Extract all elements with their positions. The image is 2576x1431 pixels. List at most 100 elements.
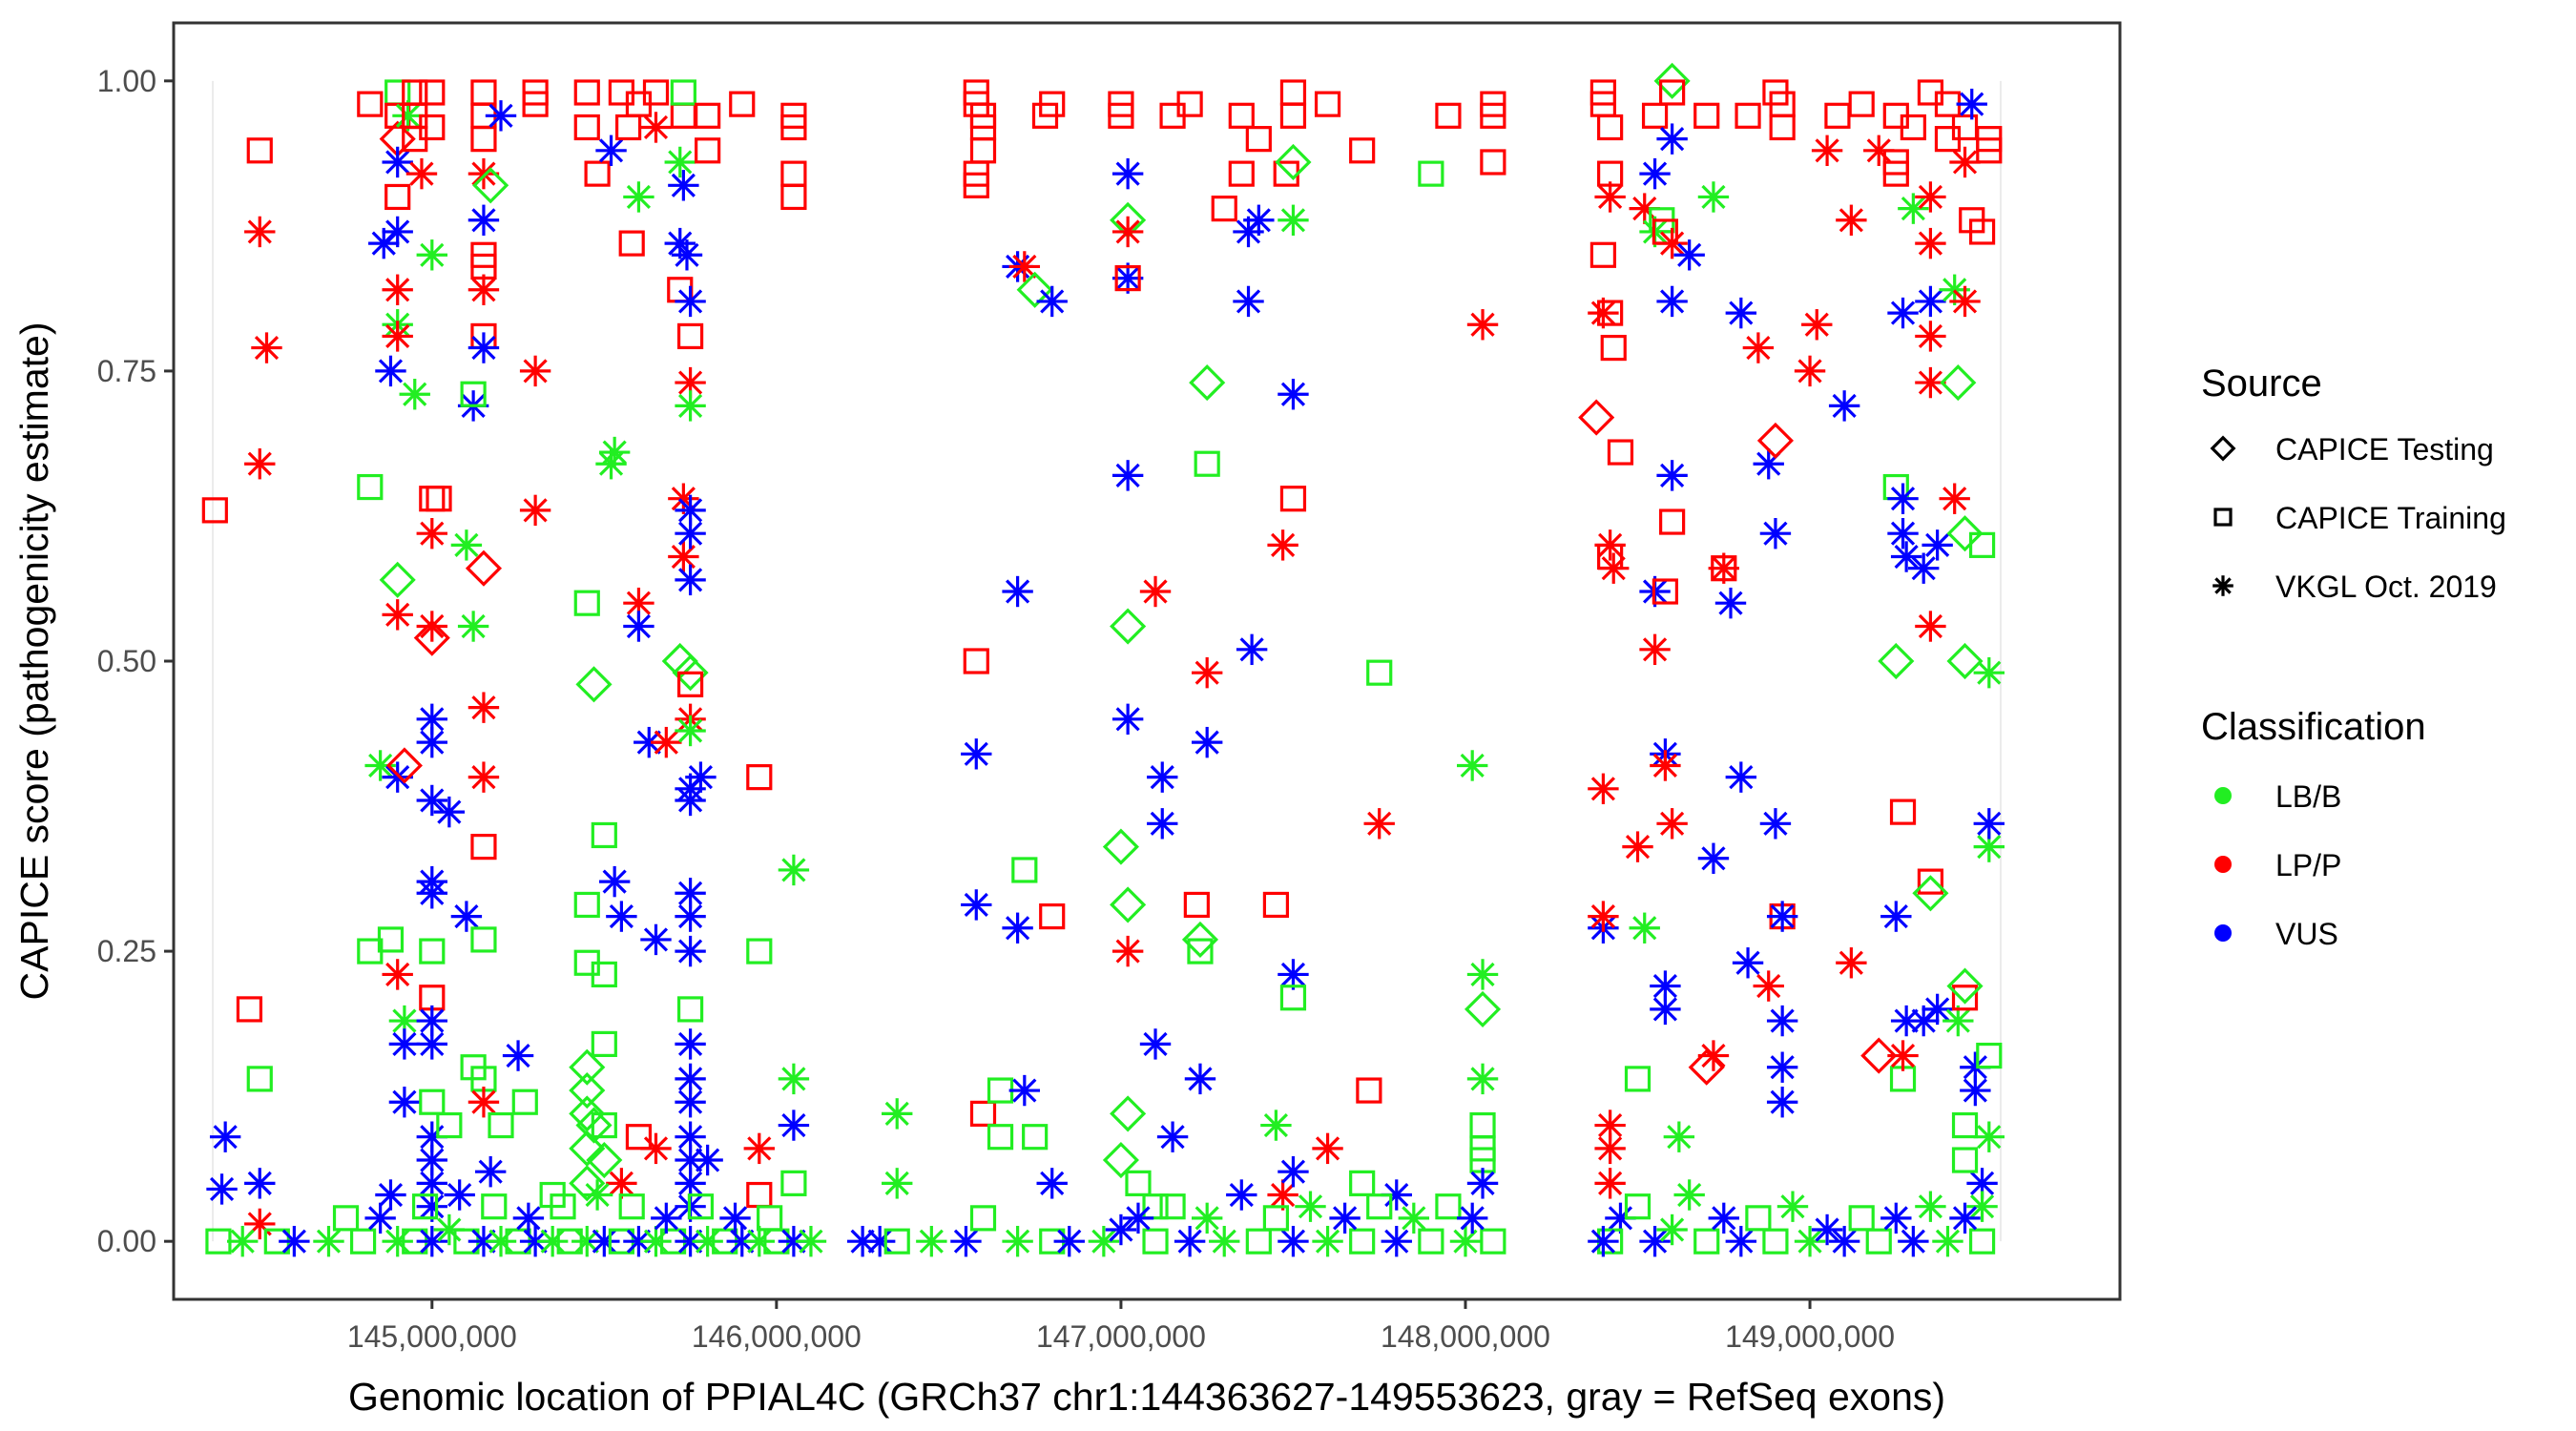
data-point bbox=[846, 1225, 879, 1257]
data-point bbox=[467, 332, 500, 363]
data-point bbox=[1418, 1228, 1444, 1255]
data-point bbox=[1262, 1205, 1289, 1232]
data-point bbox=[685, 761, 717, 793]
data-point bbox=[1639, 1225, 1671, 1257]
data-point bbox=[379, 561, 416, 598]
data-point bbox=[1766, 1087, 1798, 1118]
data-point bbox=[676, 671, 704, 697]
data-point bbox=[1714, 587, 1747, 619]
data-point bbox=[382, 146, 413, 178]
y-tick-label: 0.25 bbox=[97, 934, 156, 968]
data-point bbox=[675, 1087, 706, 1118]
data-point bbox=[1759, 518, 1792, 550]
data-point bbox=[1008, 251, 1041, 282]
data-point bbox=[1466, 1063, 1499, 1095]
data-point bbox=[1111, 703, 1144, 736]
data-point bbox=[623, 181, 654, 213]
data-point bbox=[470, 126, 497, 153]
data-point bbox=[1624, 1066, 1652, 1092]
data-point bbox=[1766, 901, 1798, 932]
data-point bbox=[465, 550, 503, 587]
x-tick-label: 149,000,000 bbox=[1725, 1319, 1895, 1354]
data-point bbox=[206, 1173, 238, 1205]
data-point bbox=[472, 167, 509, 204]
data-point bbox=[1697, 842, 1730, 874]
data-point bbox=[598, 865, 631, 898]
data-point bbox=[1053, 1225, 1085, 1257]
data-point bbox=[1968, 218, 1996, 245]
data-point bbox=[695, 137, 721, 164]
data-point bbox=[419, 1089, 446, 1115]
x-axis: 145,000,000 146,000,000 147,000,000 148,000… bbox=[347, 1299, 1895, 1354]
data-point bbox=[719, 1202, 751, 1234]
data-point bbox=[244, 448, 276, 480]
data-point bbox=[969, 1205, 997, 1232]
data-point bbox=[1794, 1225, 1826, 1257]
data-point bbox=[511, 1089, 538, 1115]
data-point bbox=[573, 891, 600, 919]
data-point bbox=[450, 901, 483, 932]
data-point bbox=[882, 1168, 913, 1199]
data-point bbox=[1653, 62, 1691, 99]
data-point bbox=[1639, 157, 1671, 190]
data-point bbox=[1915, 321, 1946, 352]
data-point bbox=[1114, 265, 1141, 292]
data-point bbox=[382, 959, 413, 990]
legend-key-asterisk-icon bbox=[2212, 575, 2233, 596]
legend-key-dot-icon bbox=[2214, 856, 2232, 873]
data-point bbox=[470, 926, 497, 953]
data-point bbox=[1111, 460, 1144, 491]
data-point bbox=[1228, 160, 1255, 187]
data-point bbox=[1973, 831, 2005, 862]
data-point bbox=[1976, 1042, 2003, 1069]
data-point bbox=[1031, 102, 1059, 129]
data-point bbox=[1398, 1202, 1430, 1234]
legend: Source CAPICE Testing CAPICE Training VKGL … bbox=[2201, 363, 2506, 951]
data-point bbox=[1973, 656, 2005, 689]
data-point bbox=[1102, 1141, 1139, 1179]
data-point bbox=[433, 796, 466, 828]
data-point bbox=[1942, 1005, 1974, 1037]
legend-title-source: Source bbox=[2201, 363, 2322, 404]
data-point bbox=[1457, 750, 1488, 781]
data-point bbox=[1278, 1225, 1309, 1257]
x-tick-label: 145,000,000 bbox=[347, 1319, 517, 1354]
legend-title-classification: Classification bbox=[2201, 706, 2426, 748]
data-point bbox=[961, 738, 992, 770]
data-point bbox=[1663, 1121, 1695, 1152]
data-point bbox=[519, 355, 551, 387]
data-point bbox=[1147, 761, 1178, 793]
data-point bbox=[382, 321, 413, 352]
data-point bbox=[1279, 102, 1307, 129]
data-point bbox=[1922, 993, 1953, 1026]
data-point bbox=[1125, 1170, 1152, 1196]
legend-label: CAPICE Testing bbox=[2275, 432, 2494, 467]
data-point bbox=[1951, 985, 1979, 1011]
data-point bbox=[1209, 1225, 1240, 1257]
data-point bbox=[675, 564, 706, 596]
data-point bbox=[1278, 959, 1309, 990]
data-point bbox=[950, 1225, 982, 1257]
data-point bbox=[1105, 1213, 1137, 1246]
data-point bbox=[1464, 990, 1502, 1027]
legend-key-dot-icon bbox=[2214, 924, 2232, 942]
data-point bbox=[1745, 1205, 1772, 1232]
data-point bbox=[416, 1028, 447, 1060]
data-point bbox=[675, 1168, 706, 1199]
data-point bbox=[1189, 364, 1226, 402]
data-point bbox=[1951, 1111, 1979, 1139]
data-point bbox=[1191, 726, 1223, 758]
data-point bbox=[676, 322, 704, 350]
data-point bbox=[1366, 659, 1393, 686]
data-point bbox=[1968, 1228, 1996, 1255]
data-point bbox=[778, 1063, 810, 1095]
data-point bbox=[419, 79, 446, 106]
data-point bbox=[1887, 518, 1919, 550]
data-point bbox=[1766, 1005, 1798, 1037]
data-point bbox=[1191, 656, 1223, 689]
data-point bbox=[1236, 633, 1268, 666]
data-point bbox=[1932, 1225, 1963, 1257]
data-point bbox=[1889, 798, 1917, 825]
data-point bbox=[675, 901, 706, 932]
data-point bbox=[1111, 935, 1144, 967]
